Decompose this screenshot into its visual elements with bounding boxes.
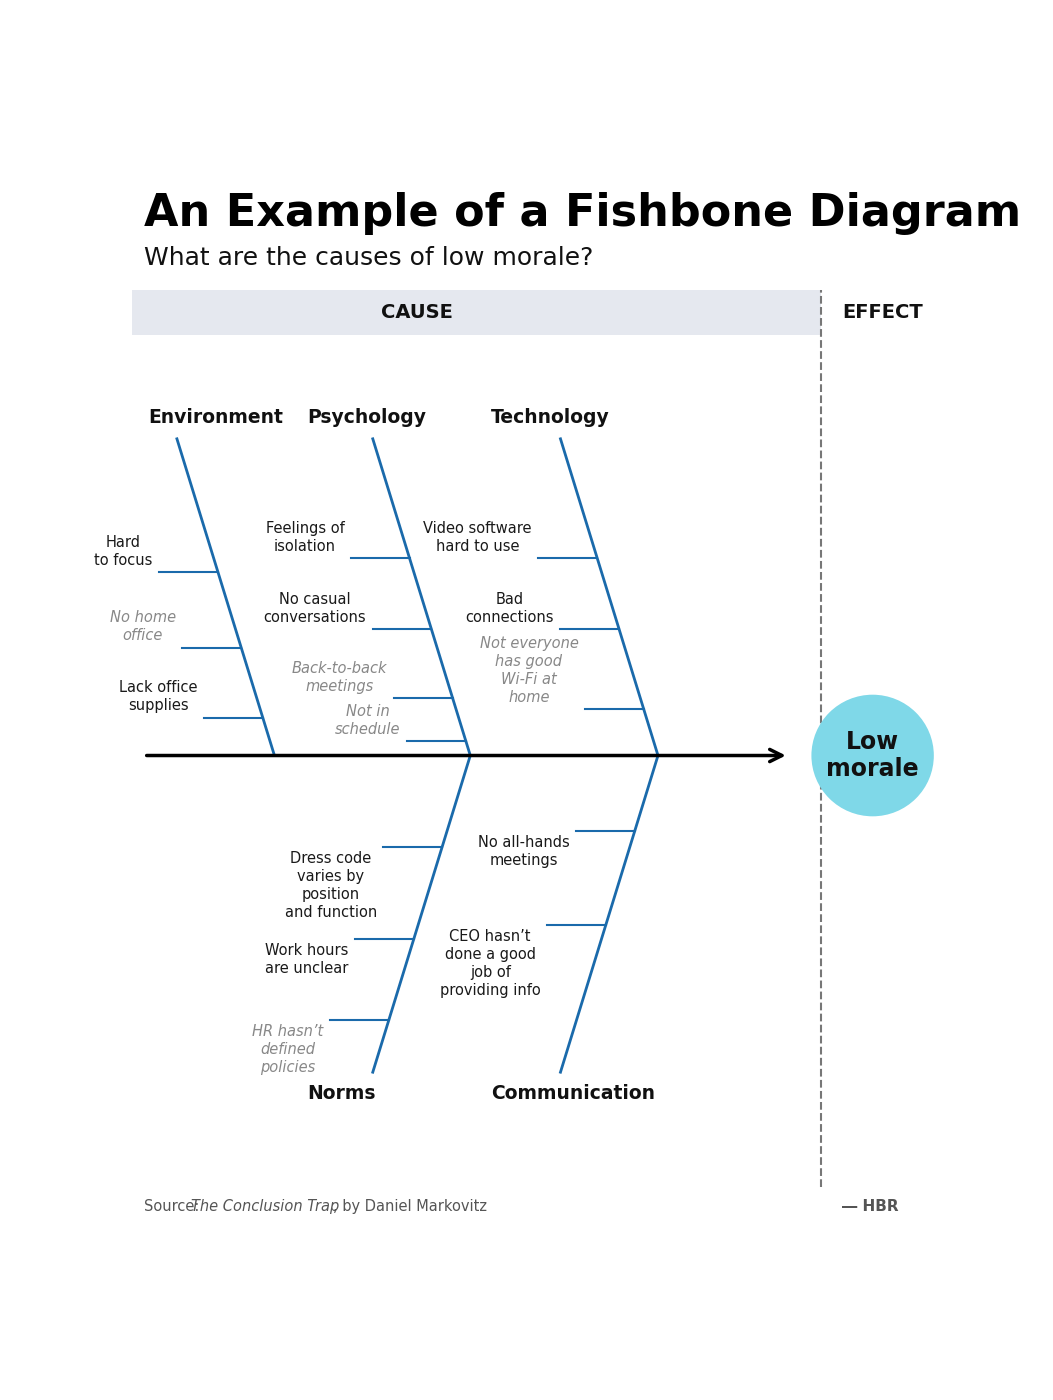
Text: , by Daniel Markovitz: , by Daniel Markovitz xyxy=(333,1198,488,1214)
Bar xyxy=(132,290,821,335)
Text: Technology: Technology xyxy=(491,407,610,427)
Text: Not everyone
has good
Wi-Fi at
home: Not everyone has good Wi-Fi at home xyxy=(479,636,578,704)
Text: Dress code
varies by
position
and function: Dress code varies by position and functi… xyxy=(284,851,377,920)
Text: Lack office
supplies: Lack office supplies xyxy=(119,680,198,714)
Text: Low
morale: Low morale xyxy=(827,729,919,781)
Text: CAUSE: CAUSE xyxy=(381,302,453,322)
Text: Bad
connections: Bad connections xyxy=(465,592,554,624)
Text: No casual
conversations: No casual conversations xyxy=(263,592,366,624)
Text: No all-hands
meetings: No all-hands meetings xyxy=(478,836,570,868)
Text: What are the causes of low morale?: What are the causes of low morale? xyxy=(144,245,593,270)
Text: Video software
hard to use: Video software hard to use xyxy=(423,521,532,554)
Text: HR hasn’t
defined
policies: HR hasn’t defined policies xyxy=(253,1023,323,1075)
Text: Source:: Source: xyxy=(144,1198,204,1214)
Text: The Conclusion Trap: The Conclusion Trap xyxy=(192,1198,339,1214)
Text: Feelings of
isolation: Feelings of isolation xyxy=(265,521,344,554)
Text: ― HBR: ― HBR xyxy=(841,1198,898,1214)
Text: Environment: Environment xyxy=(147,407,283,427)
Text: Communication: Communication xyxy=(491,1084,655,1103)
Text: Back-to-back
meetings: Back-to-back meetings xyxy=(292,661,388,694)
Text: Norms: Norms xyxy=(307,1084,376,1103)
Text: Psychology: Psychology xyxy=(307,407,426,427)
Text: EFFECT: EFFECT xyxy=(842,302,922,322)
Text: An Example of a Fishbone Diagram: An Example of a Fishbone Diagram xyxy=(144,192,1021,235)
Text: CEO hasn’t
done a good
job of
providing info: CEO hasn’t done a good job of providing … xyxy=(440,930,540,998)
Text: Hard
to focus: Hard to focus xyxy=(95,535,153,568)
Text: No home
office: No home office xyxy=(110,610,176,644)
Text: Work hours
are unclear: Work hours are unclear xyxy=(265,944,349,976)
Ellipse shape xyxy=(812,694,934,816)
Text: Not in
schedule: Not in schedule xyxy=(335,704,401,738)
Bar xyxy=(821,290,948,335)
